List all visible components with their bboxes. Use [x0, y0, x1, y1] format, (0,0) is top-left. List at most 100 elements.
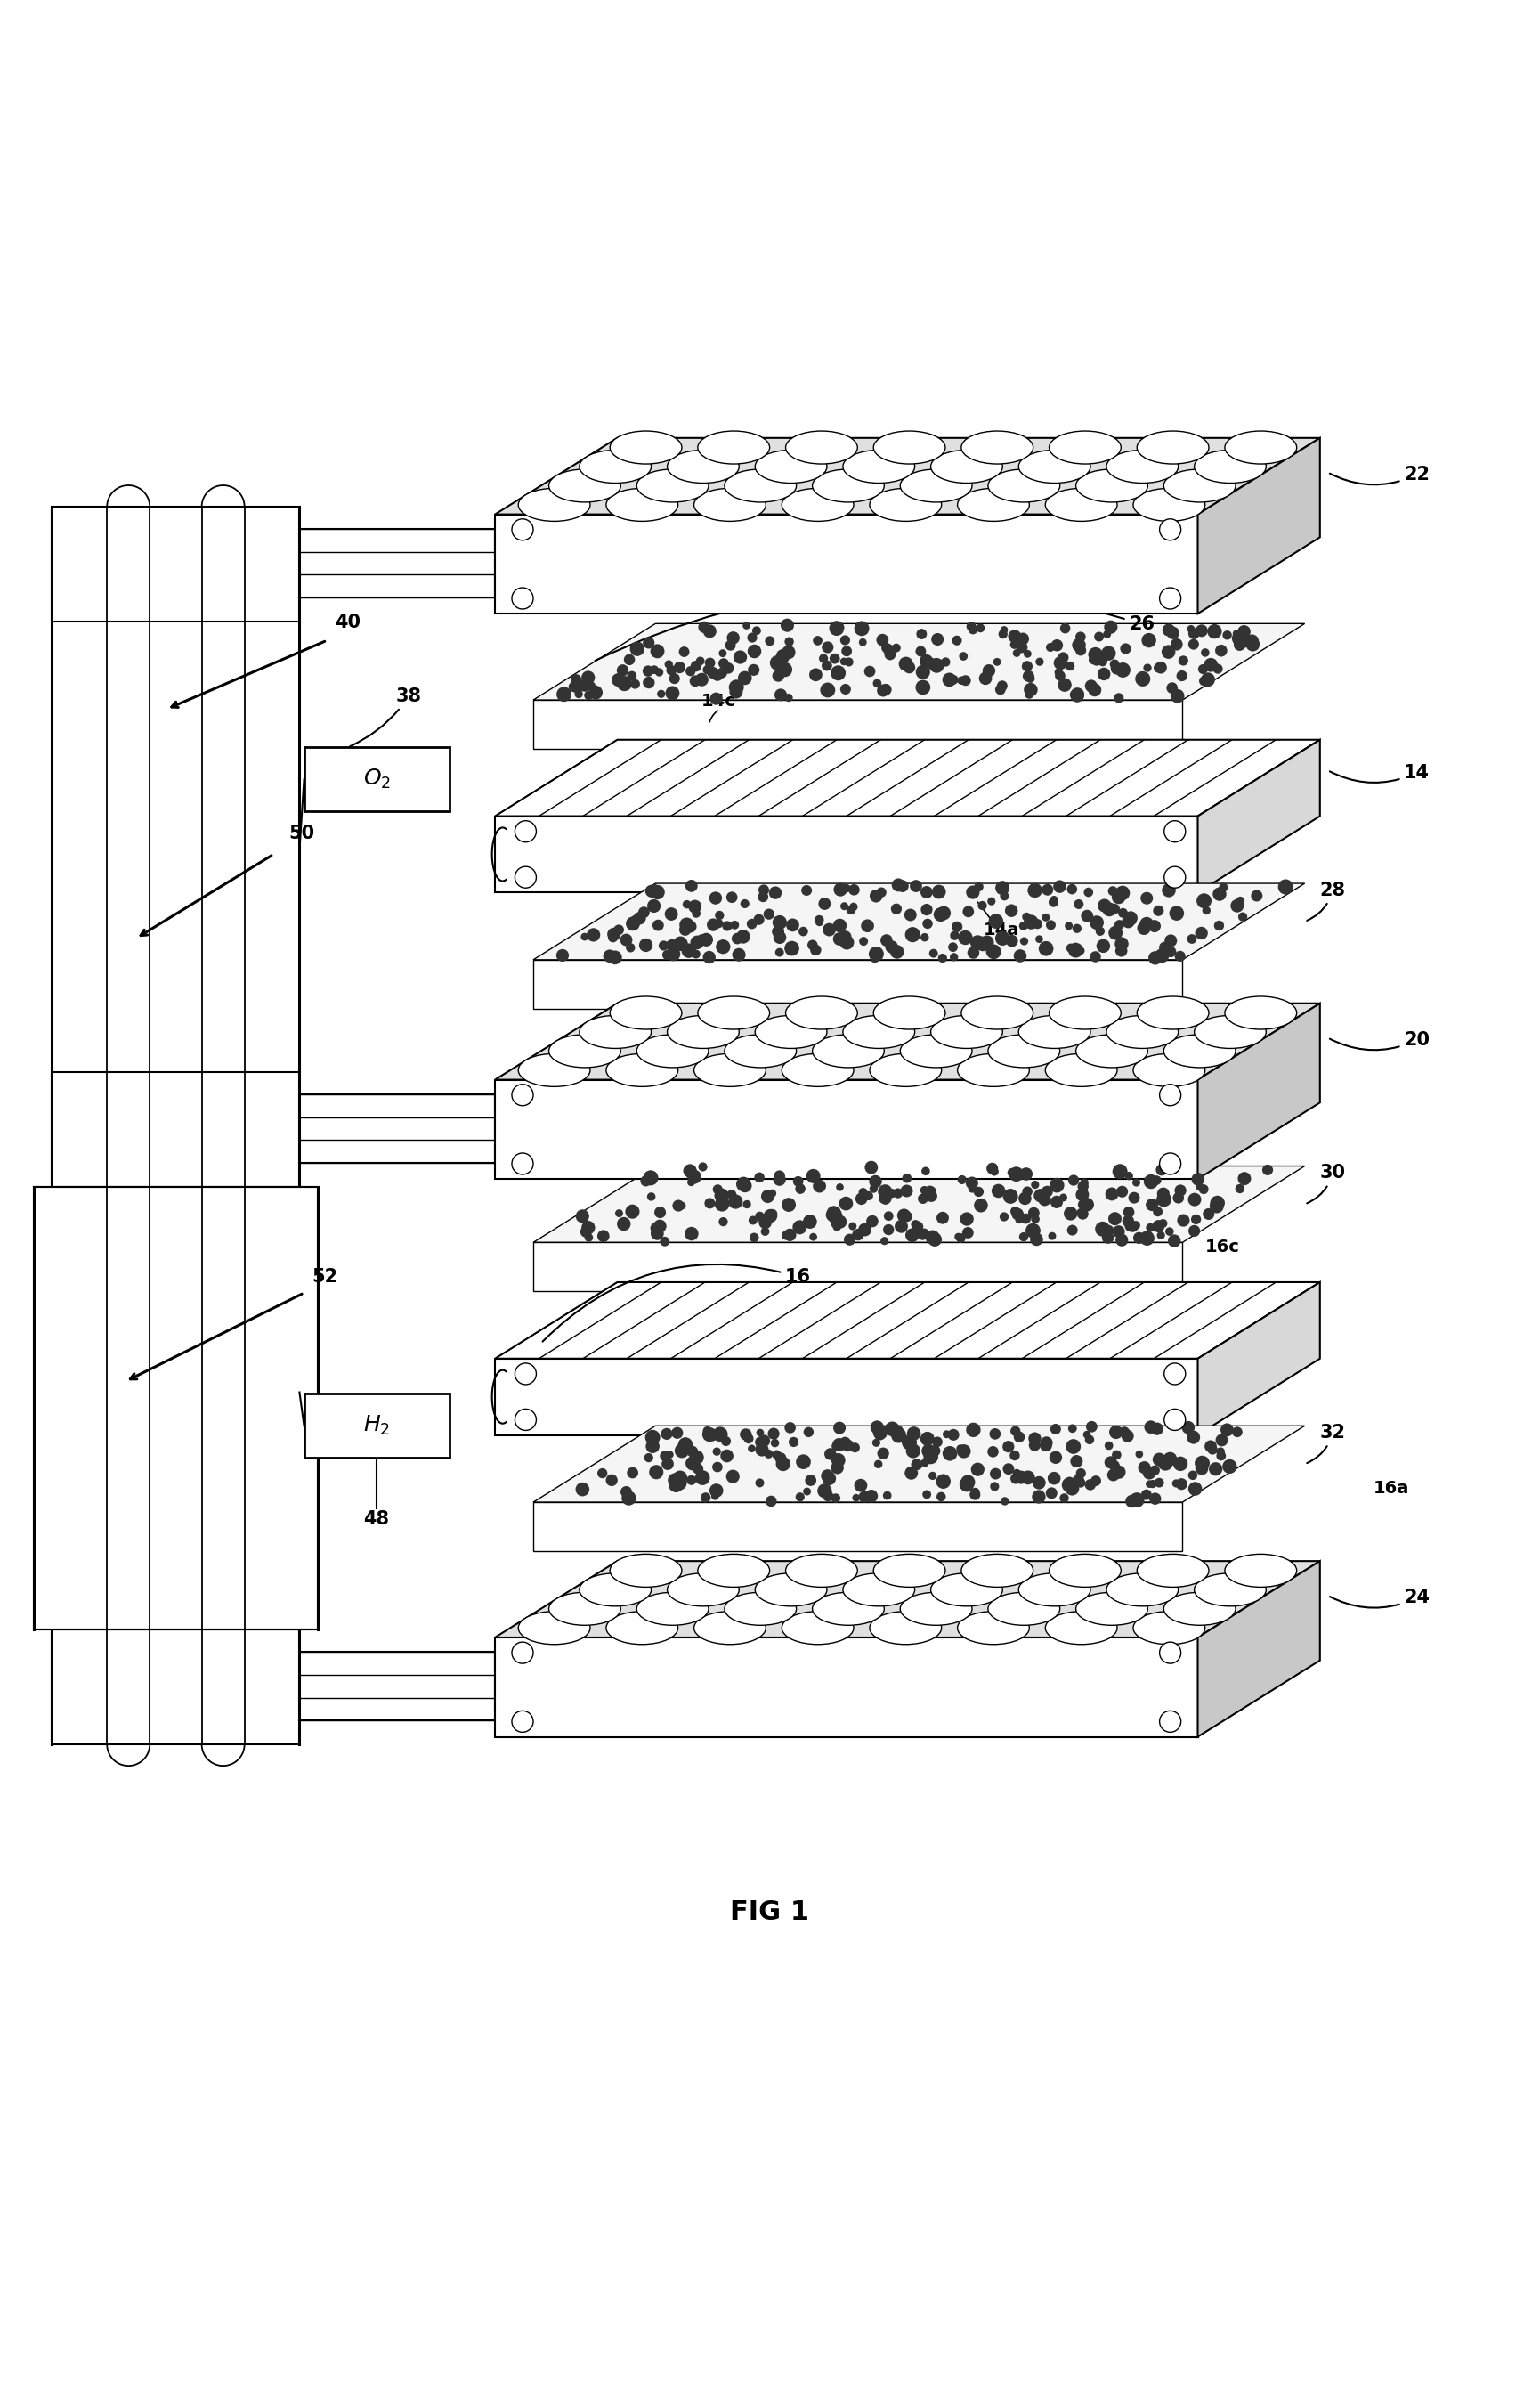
- Circle shape: [1132, 1221, 1140, 1229]
- Circle shape: [833, 1221, 841, 1231]
- Circle shape: [1001, 626, 1009, 633]
- Circle shape: [719, 650, 727, 657]
- Circle shape: [728, 1195, 742, 1210]
- Circle shape: [1076, 948, 1084, 955]
- Circle shape: [1060, 1493, 1069, 1502]
- Circle shape: [705, 657, 715, 669]
- Circle shape: [841, 636, 850, 645]
- Circle shape: [1024, 650, 1032, 657]
- Ellipse shape: [1076, 1036, 1147, 1067]
- Circle shape: [1029, 1207, 1040, 1219]
- Circle shape: [1152, 1176, 1161, 1186]
- Circle shape: [1040, 1436, 1053, 1450]
- Circle shape: [715, 1188, 728, 1202]
- Circle shape: [668, 1474, 682, 1488]
- Circle shape: [645, 1431, 661, 1445]
- Circle shape: [1140, 1231, 1155, 1245]
- Circle shape: [892, 643, 901, 652]
- Circle shape: [1019, 1167, 1033, 1181]
- Circle shape: [855, 621, 869, 636]
- Circle shape: [585, 1233, 593, 1243]
- Circle shape: [915, 681, 930, 695]
- Circle shape: [1049, 898, 1058, 907]
- Circle shape: [1026, 674, 1035, 683]
- Circle shape: [756, 1429, 764, 1436]
- Circle shape: [970, 1462, 984, 1476]
- Ellipse shape: [1076, 1593, 1147, 1626]
- Circle shape: [1238, 626, 1250, 638]
- Circle shape: [701, 1493, 710, 1502]
- Circle shape: [702, 950, 716, 964]
- Circle shape: [969, 624, 978, 633]
- Polygon shape: [494, 1283, 1320, 1360]
- Circle shape: [685, 667, 696, 676]
- Text: 32: 32: [1307, 1424, 1346, 1462]
- Text: 22: 22: [1329, 467, 1429, 486]
- Circle shape: [1164, 867, 1186, 888]
- Circle shape: [1237, 898, 1244, 905]
- Circle shape: [1084, 1436, 1095, 1445]
- Circle shape: [721, 1436, 732, 1445]
- Circle shape: [810, 945, 821, 955]
- Ellipse shape: [961, 431, 1033, 464]
- Circle shape: [781, 619, 795, 631]
- Circle shape: [966, 1421, 981, 1438]
- Circle shape: [704, 624, 716, 638]
- Circle shape: [870, 1421, 884, 1433]
- Circle shape: [1072, 924, 1081, 933]
- Circle shape: [784, 940, 799, 955]
- Circle shape: [625, 943, 634, 952]
- Circle shape: [727, 890, 738, 902]
- Text: 30: 30: [1307, 1164, 1346, 1202]
- Circle shape: [827, 1205, 841, 1221]
- Circle shape: [778, 662, 792, 676]
- Circle shape: [933, 907, 947, 921]
- Circle shape: [1006, 905, 1018, 917]
- Circle shape: [1081, 910, 1093, 921]
- Ellipse shape: [548, 1593, 621, 1626]
- Circle shape: [1081, 1198, 1093, 1212]
- Circle shape: [962, 1226, 973, 1238]
- Circle shape: [1027, 883, 1043, 898]
- Circle shape: [893, 1188, 902, 1198]
- Circle shape: [715, 919, 724, 929]
- Circle shape: [802, 1488, 812, 1495]
- Circle shape: [1023, 912, 1030, 921]
- Circle shape: [719, 1217, 728, 1226]
- Ellipse shape: [1018, 1014, 1090, 1048]
- Circle shape: [662, 1457, 675, 1469]
- Circle shape: [684, 1164, 696, 1179]
- Circle shape: [921, 1460, 929, 1467]
- Circle shape: [1035, 936, 1043, 943]
- Circle shape: [662, 950, 671, 960]
- Circle shape: [576, 1210, 590, 1224]
- Circle shape: [1166, 945, 1177, 957]
- Circle shape: [608, 950, 622, 964]
- Circle shape: [942, 1431, 950, 1438]
- Circle shape: [1023, 1186, 1032, 1198]
- Circle shape: [1010, 1450, 1019, 1460]
- Circle shape: [736, 929, 750, 943]
- Circle shape: [793, 1176, 804, 1186]
- Circle shape: [668, 1476, 684, 1493]
- Ellipse shape: [1133, 1612, 1204, 1645]
- Circle shape: [645, 886, 658, 898]
- Circle shape: [1055, 669, 1063, 676]
- Circle shape: [1157, 1164, 1167, 1176]
- Ellipse shape: [989, 469, 1060, 502]
- Circle shape: [832, 1462, 844, 1474]
- Circle shape: [1115, 938, 1129, 950]
- Circle shape: [1124, 1219, 1137, 1231]
- Circle shape: [1160, 1083, 1181, 1105]
- Circle shape: [941, 657, 950, 667]
- Circle shape: [1115, 662, 1130, 679]
- Circle shape: [1090, 917, 1104, 929]
- Circle shape: [912, 1221, 924, 1233]
- Circle shape: [1201, 648, 1209, 657]
- Circle shape: [1018, 1193, 1032, 1205]
- Circle shape: [511, 519, 533, 540]
- Circle shape: [702, 1426, 711, 1436]
- Circle shape: [996, 681, 1007, 690]
- Circle shape: [1124, 1171, 1133, 1181]
- Circle shape: [1123, 1214, 1133, 1226]
